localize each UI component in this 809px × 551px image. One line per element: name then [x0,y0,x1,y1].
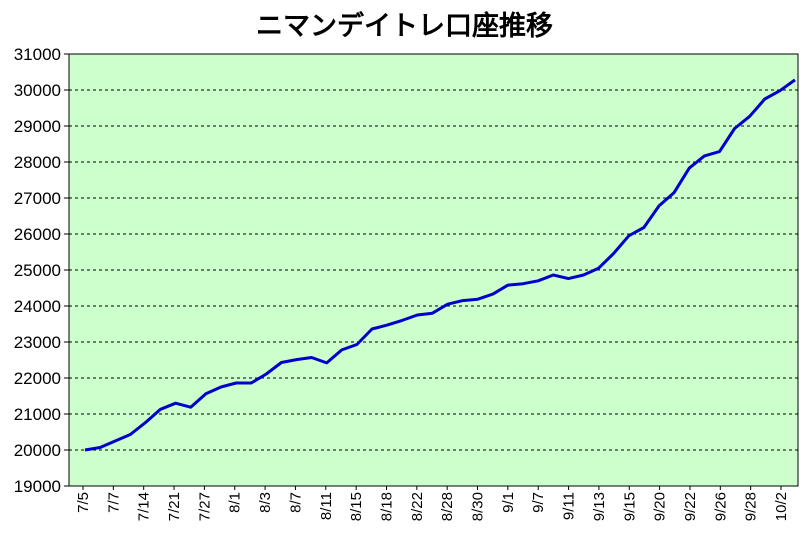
x-tick-label: 8/7 [287,492,304,513]
x-tick-label: 9/22 [682,492,699,521]
y-tick-label: 21000 [14,405,61,424]
y-tick-label: 25000 [14,261,61,280]
x-tick-label: 8/11 [318,492,335,520]
x-tick-label: 8/18 [378,492,395,521]
x-tick-label: 7/7 [105,492,122,513]
x-tick-label: 8/22 [409,492,426,521]
x-tick-label: 7/21 [166,492,183,521]
y-tick-label: 31000 [14,45,61,64]
y-tick-label: 26000 [14,225,61,244]
x-tick-label: 8/3 [257,492,274,513]
x-tick-label: 8/15 [348,492,365,521]
x-tick-label: 10/2 [773,492,790,521]
y-tick-label: 23000 [14,333,61,352]
chart-title: ニマンデイトレ口座推移 [256,11,553,42]
x-tick-label: 9/7 [530,492,547,513]
y-tick-label: 19000 [14,477,61,496]
x-tick-label: 8/30 [470,492,487,521]
x-tick-label: 9/1 [500,492,517,513]
x-tick-label: 9/13 [591,492,608,521]
x-tick-label: 7/27 [196,492,213,521]
x-tick-label: 7/14 [136,492,153,521]
x-tick-label: 9/26 [712,492,729,521]
y-tick-label: 24000 [14,297,61,316]
series-line [84,78,796,452]
x-tick-label: 8/28 [439,492,456,521]
y-tick-label: 20000 [14,441,61,460]
x-tick-label: 9/11 [561,492,578,520]
y-tick-label: 22000 [14,369,61,388]
x-tick-label: 9/15 [621,492,638,521]
x-tick-label: 9/20 [652,492,669,521]
y-tick-label: 29000 [14,117,61,136]
y-tick-label: 30000 [14,81,61,100]
x-tick-label: 8/1 [227,492,244,513]
y-tick-label: 27000 [14,189,61,208]
x-tick-label: 9/28 [743,492,760,521]
x-tick-label: 7/5 [75,492,92,513]
y-tick-label: 28000 [14,153,61,172]
